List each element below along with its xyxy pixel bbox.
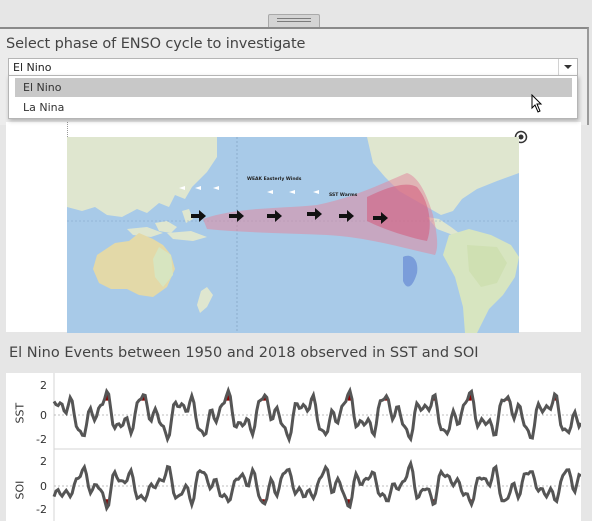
map-label-sst: SST Warms [329,193,358,198]
map-graphic [67,137,519,333]
sst-series-line [52,385,581,445]
enso-timeseries-chart [52,373,581,521]
panel-resize-grip[interactable] [268,14,320,27]
enso-chart-card: SST 2 0 -2 SOI 2 0 -2 [6,373,581,521]
soi-tick-mid: 0 [40,480,47,493]
filter-title: Select phase of ENSO cycle to investigat… [6,36,306,52]
option-el-nino[interactable]: El Nino [15,78,572,97]
enso-phase-select[interactable]: El Nino [8,58,578,76]
soi-tick-bottom: -2 [36,503,47,516]
map-label-wind: WEAK Easterly Winds [247,177,302,182]
pacific-map: WEAK Easterly Winds SST Warms [67,137,519,333]
soi-tick-top: 2 [40,455,47,468]
chart-title: El Nino Events between 1950 and 2018 obs… [9,345,479,361]
chevron-down-icon[interactable] [558,59,577,75]
soi-series-line [52,458,581,513]
select-value: El Nino [13,61,52,74]
sst-tick-top: 2 [40,379,47,392]
mouse-cursor-icon [531,94,543,113]
option-la-nina[interactable]: La Nina [23,101,65,114]
enso-map-card: WEAK Easterly Winds SST Warms [6,122,581,333]
sst-tick-mid: 0 [40,409,47,422]
enso-phase-dropdown: El Nino La Nina [8,75,578,119]
sst-tick-bottom: -2 [36,433,47,446]
